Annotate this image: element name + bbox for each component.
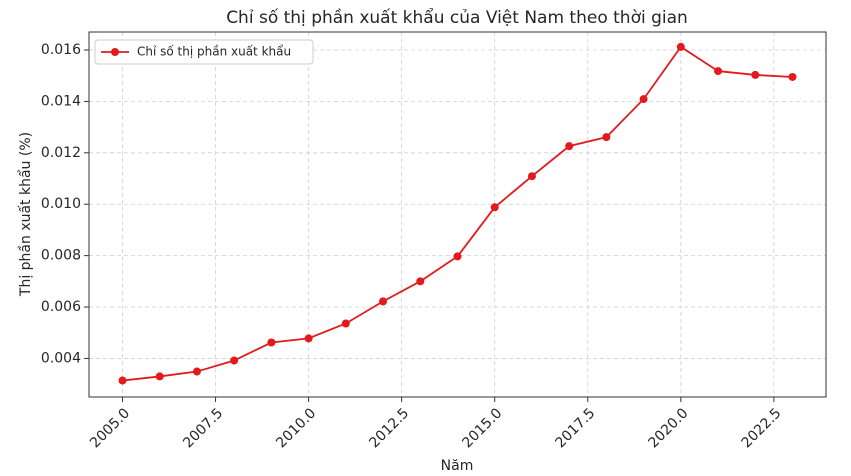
y-tick-label: 0.016 (41, 42, 81, 58)
data-point (788, 72, 797, 81)
data-point (490, 203, 499, 212)
data-point (341, 319, 350, 328)
data-point (527, 172, 536, 181)
x-tick-label: 2020.0 (646, 405, 692, 451)
y-axis-label: Thị phần xuất khẩu (%) (17, 132, 34, 297)
data-point (416, 277, 425, 286)
data-point (155, 372, 164, 381)
y-tick-label: 0.014 (41, 93, 81, 109)
data-point (602, 133, 611, 142)
data-point (639, 95, 648, 104)
data-point (230, 356, 239, 365)
data-line (122, 45, 793, 382)
legend-box (94, 39, 314, 65)
data-point (714, 67, 723, 76)
y-tick-label: 0.010 (41, 196, 81, 212)
data-point (676, 42, 685, 51)
y-tick-label: 0.012 (41, 145, 81, 161)
data-point (304, 334, 313, 343)
legend: Chỉ số thị phần xuất khẩu (94, 39, 314, 65)
x-tick-label: 2022.5 (739, 405, 785, 451)
y-tick-label: 0.004 (41, 350, 81, 366)
chart-title: Chỉ số thị phần xuất khẩu của Việt Nam t… (226, 7, 688, 28)
x-tick-label: 2015.0 (459, 405, 505, 451)
data-point (751, 70, 760, 79)
plot-frame (88, 31, 827, 398)
data-point (453, 252, 462, 261)
x-axis-label: Năm (441, 458, 474, 474)
data-point (267, 338, 276, 347)
legend-label: Chỉ số thị phần xuất khẩu (137, 45, 291, 59)
y-tick-label: 0.008 (41, 248, 81, 264)
data-point (118, 376, 127, 385)
x-tick-label: 2012.5 (366, 405, 412, 451)
legend-marker (111, 48, 119, 56)
y-tick-label: 0.006 (41, 299, 81, 315)
x-tick-label: 2005.0 (87, 405, 133, 451)
x-tick-label: 2007.5 (180, 405, 226, 451)
data-point (565, 142, 574, 151)
x-tick-label: 2010.0 (273, 405, 319, 451)
data-point (379, 297, 388, 306)
data-point (192, 367, 201, 376)
x-tick-label: 2017.5 (552, 405, 598, 451)
